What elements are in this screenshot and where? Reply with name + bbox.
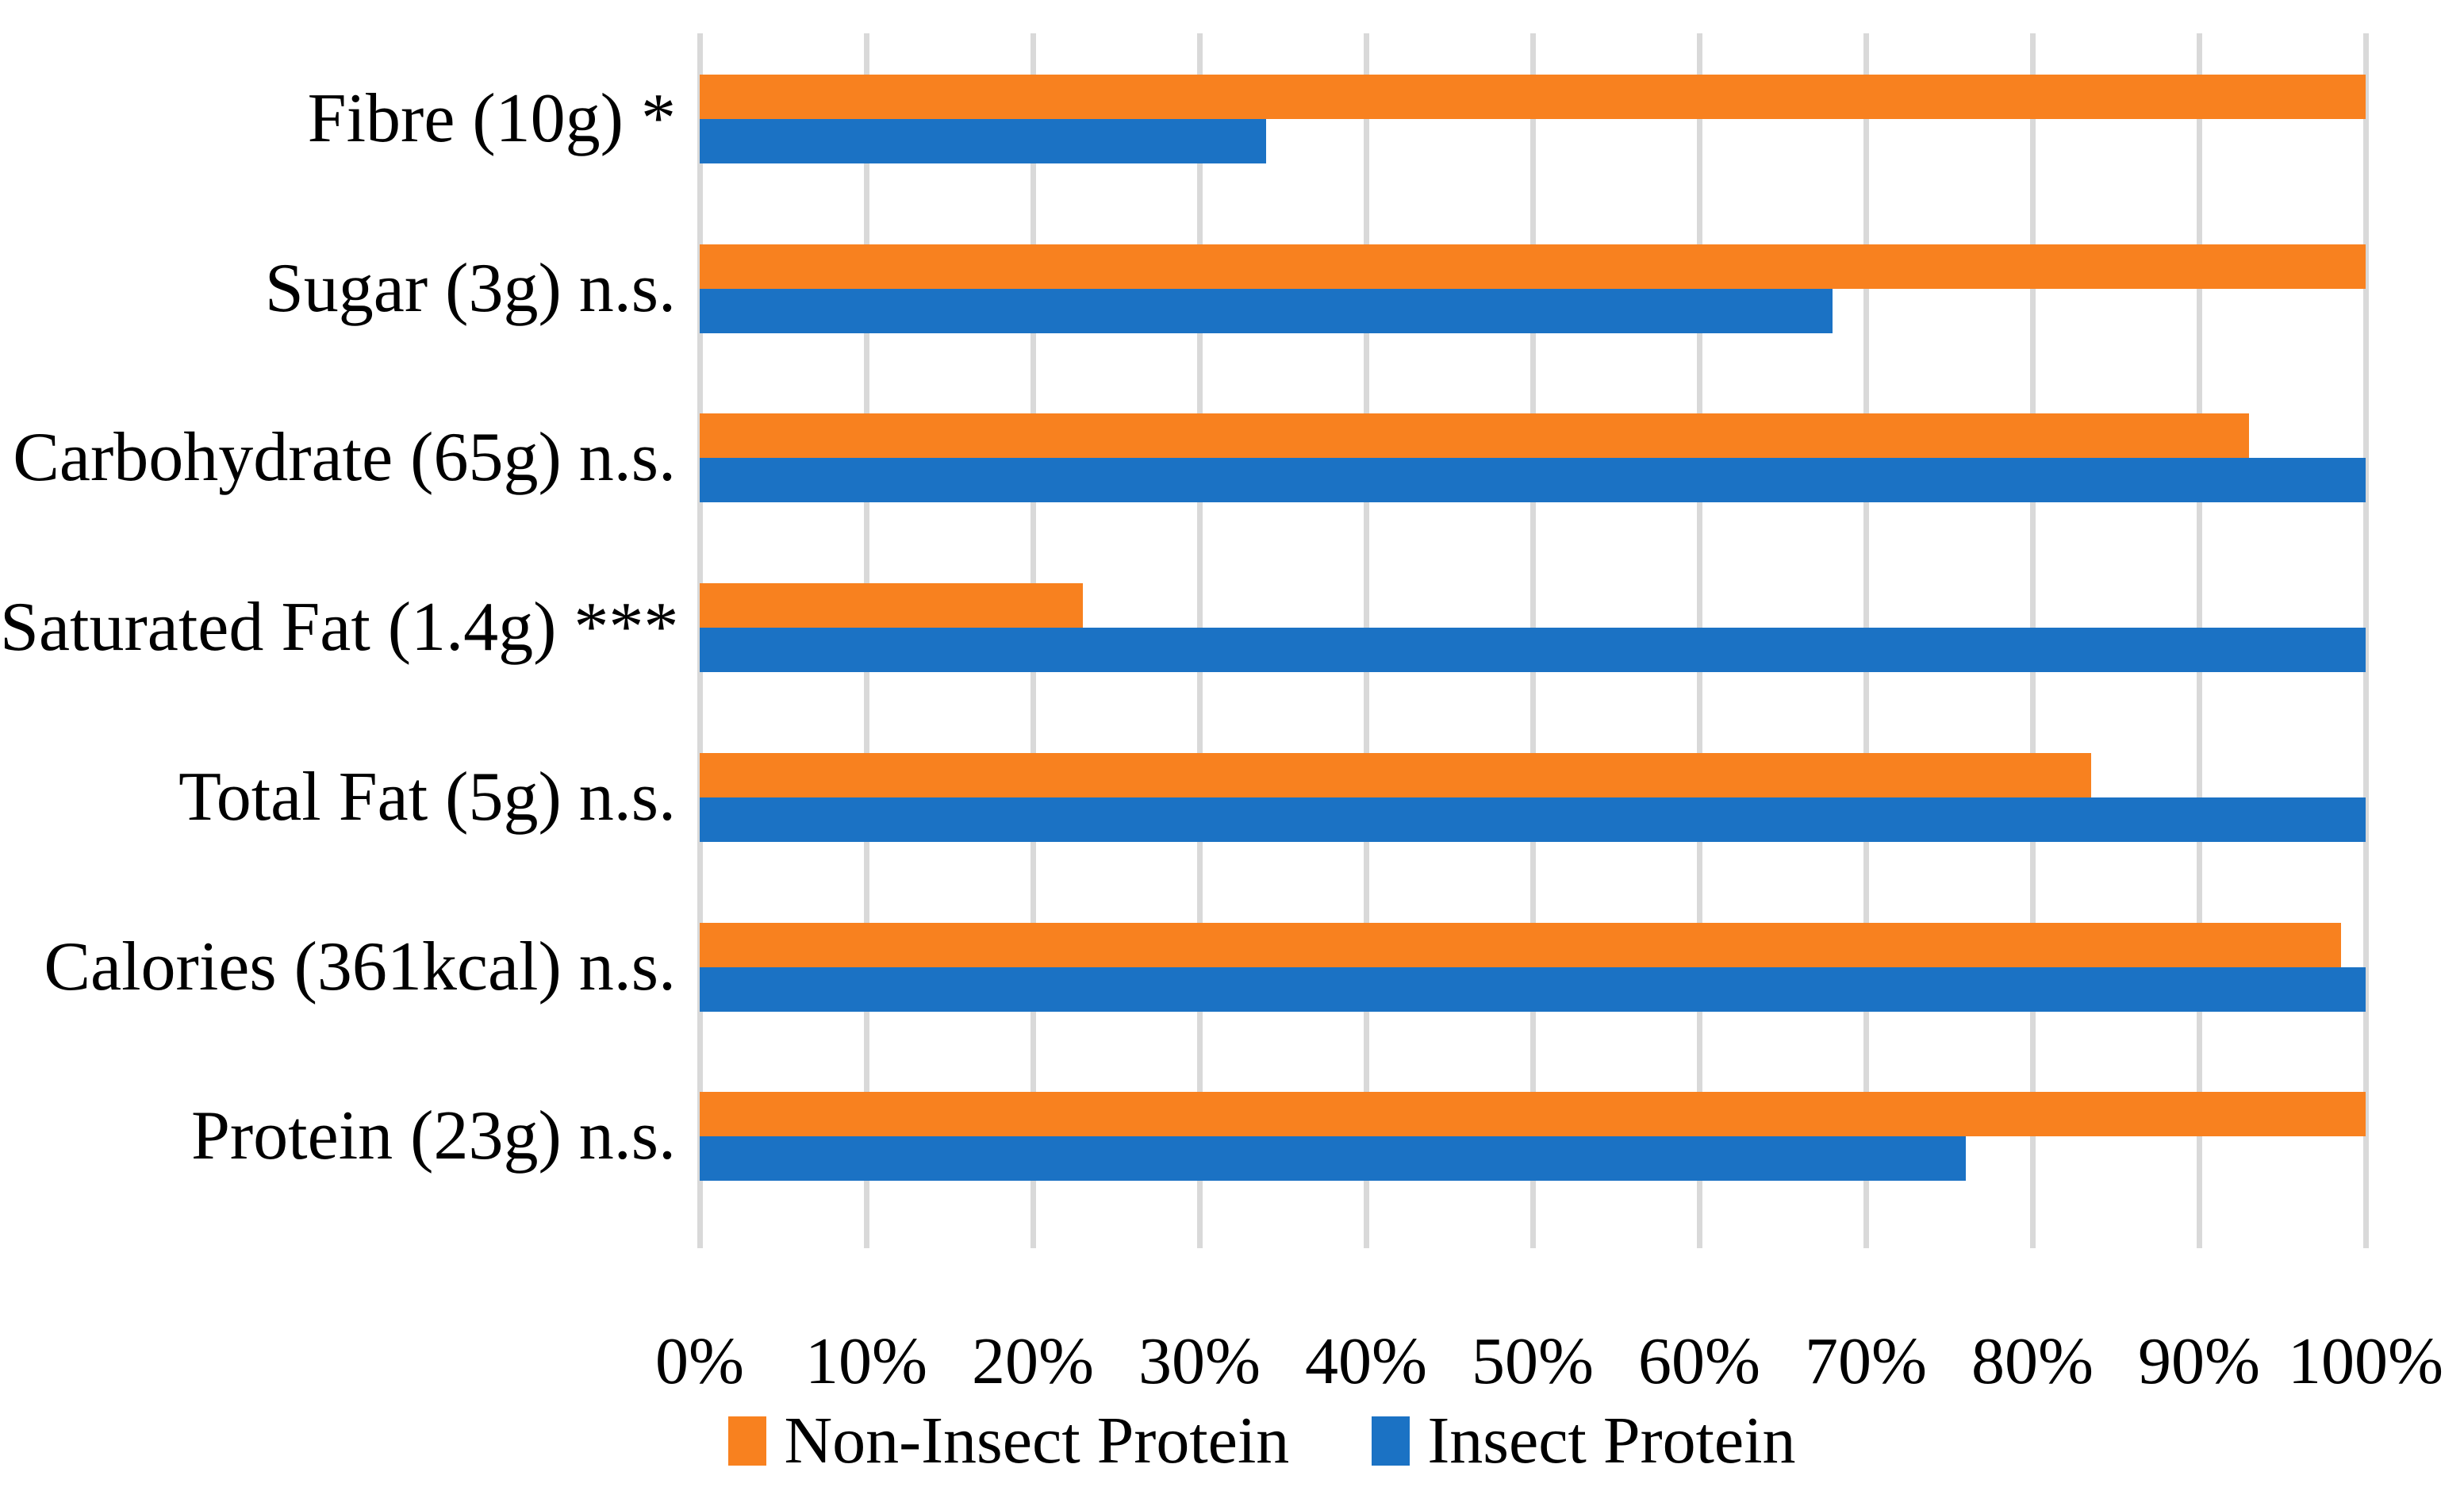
legend-swatch-icon xyxy=(728,1416,767,1466)
x-tick-label: 80% xyxy=(1971,1324,2094,1398)
category-label: Carbohydrate (65g) n.s. xyxy=(13,419,676,497)
x-tick-label: 70% xyxy=(1805,1324,1927,1398)
legend-item-insect-protein: Insect Protein xyxy=(1372,1403,1796,1479)
bar-insect-protein xyxy=(700,966,2366,1012)
category-label: Calories (361kcal) n.s. xyxy=(44,928,676,1005)
category-label: Protein (23g) n.s. xyxy=(190,1097,676,1175)
x-tick-label: 30% xyxy=(1138,1324,1261,1398)
legend-label: Insect Protein xyxy=(1427,1404,1796,1478)
legend-label: Non-Insect Protein xyxy=(784,1404,1290,1478)
x-tick-label: 50% xyxy=(1472,1324,1594,1398)
category-label: Total Fat (5g) n.s. xyxy=(178,758,676,836)
bar-insect-protein xyxy=(700,1136,1966,1182)
x-tick-label: 90% xyxy=(2138,1324,2260,1398)
bar-non-insect-protein xyxy=(700,244,2366,289)
x-tick-label: 10% xyxy=(805,1324,927,1398)
bar-insect-protein xyxy=(700,628,2366,673)
x-tick-label: 100% xyxy=(2288,1324,2443,1398)
bar-non-insect-protein xyxy=(700,752,2091,797)
x-tick-label: 60% xyxy=(1638,1324,1760,1398)
bar-insect-protein xyxy=(700,119,1266,163)
x-tick-label: 0% xyxy=(655,1324,744,1398)
bar-non-insect-protein xyxy=(700,1092,2366,1137)
bar-non-insect-protein xyxy=(700,413,2249,459)
x-tick-label: 20% xyxy=(972,1324,1094,1398)
legend-swatch-icon xyxy=(1372,1416,1410,1466)
bar-insect-protein xyxy=(700,458,2366,503)
bar-non-insect-protein xyxy=(700,583,1083,628)
bar-insect-protein xyxy=(700,797,2366,842)
gridline xyxy=(2362,33,2369,1248)
bar-non-insect-protein xyxy=(700,75,2366,119)
bar-insect-protein xyxy=(700,288,1833,333)
x-tick-label: 40% xyxy=(1305,1324,1427,1398)
bar-non-insect-protein xyxy=(700,922,2341,967)
legend-item-non-insect-protein: Non-Insect Protein xyxy=(728,1403,1289,1479)
category-label: Sugar (3g) n.s. xyxy=(264,249,676,327)
category-label: Fibre (10g) * xyxy=(307,80,676,157)
category-label: Saturated Fat (1.4g) *** xyxy=(0,589,679,667)
legend: Non-Insect Protein Insect Protein xyxy=(30,1403,2464,1479)
